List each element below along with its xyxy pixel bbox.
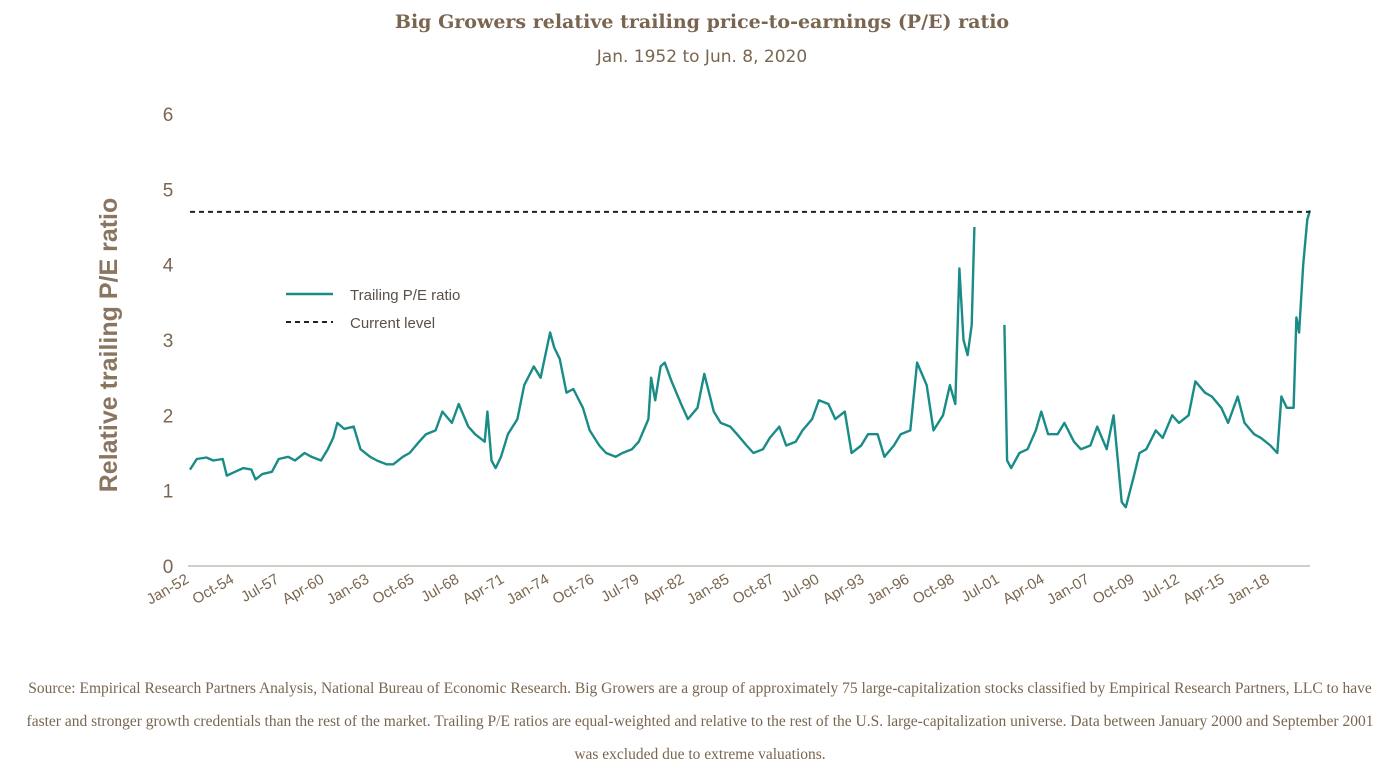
x-tick-label: Jul-90	[778, 571, 822, 606]
y-tick-label: 2	[163, 406, 174, 427]
y-axis-label: Relative trailing P/E ratio	[95, 198, 123, 493]
x-tick-label: Jul-79	[598, 571, 642, 606]
y-tick-label: 0	[163, 557, 174, 578]
x-tick-label: Oct-54	[190, 571, 237, 608]
legend-current-label: Current level	[350, 315, 435, 332]
x-tick-label: Apr-60	[280, 571, 327, 608]
x-tick-label: Oct-09	[1090, 571, 1137, 608]
x-tick-label: Oct-98	[910, 571, 957, 608]
x-tick-label: Jul-12	[1139, 571, 1183, 606]
x-tick-label: Apr-82	[640, 571, 687, 608]
x-tick-label: Jul-57	[238, 571, 282, 606]
x-tick-label: Apr-71	[460, 571, 507, 608]
y-tick-label: 5	[163, 180, 174, 201]
x-tick-label: Apr-04	[1000, 571, 1047, 608]
source-note: Source: Empirical Research Partners Anal…	[26, 680, 1374, 763]
y-axis: 0 1 2 3 4 5 6	[163, 105, 174, 578]
series-line-trailing-pe	[1003, 210, 1312, 509]
x-tick-label: Jan-18	[1224, 571, 1272, 609]
x-tick-label: Apr-93	[820, 571, 867, 608]
chart-title: Big Growers relative trailing price-to-e…	[395, 11, 1009, 33]
x-tick-label: Apr-15	[1180, 571, 1227, 608]
legend: Trailing P/E ratio Current level	[286, 287, 460, 332]
y-tick-label: 4	[163, 256, 174, 277]
x-tick-label: Jul-68	[418, 571, 462, 606]
x-tick-label: Jan-07	[1044, 571, 1092, 609]
x-tick-label: Oct-76	[550, 571, 597, 608]
chart-subtitle: Jan. 1952 to Jun. 8, 2020	[596, 47, 807, 67]
x-tick-label: Oct-87	[730, 571, 777, 608]
x-tick-label: Jul-01	[958, 571, 1002, 606]
legend-series-label: Trailing P/E ratio	[350, 287, 460, 304]
y-tick-label: 3	[163, 331, 174, 352]
y-tick-label: 6	[163, 105, 174, 126]
y-tick-label: 1	[163, 482, 174, 503]
x-tick-label: Jan-85	[684, 571, 732, 609]
plot-area	[188, 210, 1312, 509]
x-tick-label: Jan-74	[504, 571, 552, 609]
x-tick-label: Oct-65	[370, 571, 417, 608]
series-line-trailing-pe	[188, 226, 976, 481]
x-tick-label: Jan-96	[864, 571, 912, 609]
x-tick-label: Jan-63	[324, 571, 372, 609]
